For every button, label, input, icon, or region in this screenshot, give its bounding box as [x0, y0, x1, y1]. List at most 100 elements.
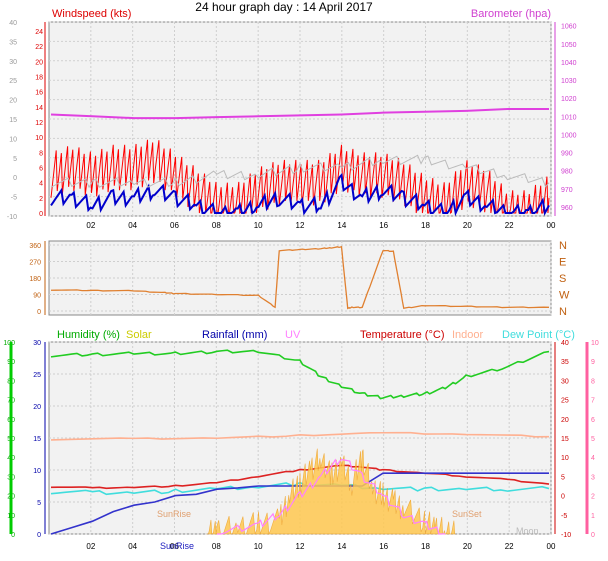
- compass-label: S: [559, 273, 566, 285]
- temp-hum-panel: 0204060810121416182022000102030405060708…: [3, 329, 599, 551]
- uv-tick-label: 9: [591, 359, 595, 366]
- uv-tick-label: 6: [591, 417, 595, 424]
- sunrise-axis-label: SunRise: [160, 541, 194, 551]
- uv-tick-label: 10: [591, 340, 599, 347]
- series-uv: [217, 458, 446, 535]
- y-tick-label-a: -10: [7, 214, 17, 221]
- y2-tick-label: 1060: [561, 24, 577, 31]
- y2-tick-label: 1020: [561, 96, 577, 103]
- y-tick-label-a: 30: [9, 59, 17, 66]
- x-tick-label: 16: [379, 542, 388, 551]
- y-tick-label-b: 24: [35, 29, 43, 36]
- y-tick-label-b: 18: [35, 75, 43, 82]
- x-tick-label: 06: [170, 542, 179, 551]
- y-tick-label-a: -5: [11, 195, 17, 202]
- temp-tick-label: 10: [561, 455, 569, 462]
- temp-tick-label: -5: [561, 513, 567, 520]
- x-tick-label: 12: [296, 221, 305, 230]
- x-tick-label: 14: [337, 221, 346, 230]
- series-humidity: [50, 349, 550, 400]
- temp-tick-label: 20: [561, 417, 569, 424]
- uv-tick-label: 2: [591, 494, 595, 501]
- moon-label: Moon: [516, 526, 539, 536]
- uv-tick-label: 3: [591, 474, 595, 481]
- page-title: 24 hour graph day : 14 April 2017: [195, 0, 373, 14]
- y2-tick-label: 1030: [561, 78, 577, 85]
- x-tick-label: 04: [128, 542, 137, 551]
- x-tick-label: 14: [337, 542, 346, 551]
- x-tick-label: 12: [296, 542, 305, 551]
- sunset-label: SunSet: [452, 509, 482, 519]
- legend-label: Rainfall (mm): [202, 329, 267, 341]
- compass-label: E: [559, 257, 566, 269]
- x-tick-label: 18: [421, 221, 430, 230]
- rain-tick-label: 30: [33, 340, 41, 347]
- y2-tick-label: 1050: [561, 42, 577, 49]
- x-tick-label: 18: [421, 542, 430, 551]
- x-tick-label: 08: [212, 221, 221, 230]
- right-axis-title: Barometer (hpa): [471, 8, 551, 20]
- y-tick-label-b: 12: [35, 120, 43, 127]
- wind-baro-panel: 02 04 06 08 10 12 14 16 18 20 22 00-10-505101520253…: [7, 8, 577, 230]
- y-tick-label-a: 35: [9, 39, 17, 46]
- compass-label: W: [559, 290, 570, 302]
- temp-tick-label: -10: [561, 532, 571, 539]
- x-tick-label: 10: [254, 542, 263, 551]
- y-tick-label-a: 5: [13, 156, 17, 163]
- x-tick-label: 02: [86, 221, 95, 230]
- y-tick-label-a: 40: [9, 20, 17, 27]
- x-tick-label: 22: [505, 221, 514, 230]
- y-tick-label: 180: [29, 276, 41, 283]
- rain-tick-label: 20: [33, 404, 41, 411]
- legend-label: Solar: [126, 329, 152, 341]
- uv-tick-label: 7: [591, 398, 595, 405]
- rain-tick-label: 0: [37, 532, 41, 539]
- x-tick-label: 10: [254, 221, 263, 230]
- humidity-tick-label: 0: [11, 532, 15, 539]
- rain-tick-label: 10: [33, 468, 41, 475]
- temp-tick-label: 25: [561, 398, 569, 405]
- series-gust: [50, 139, 550, 214]
- x-tick-label: 16: [379, 221, 388, 230]
- uv-tick-label: 1: [591, 513, 595, 520]
- temp-tick-label: 5: [561, 474, 565, 481]
- x-tick-label: 22: [505, 542, 514, 551]
- y-tick-label-b: 22: [35, 44, 43, 51]
- x-tick-label: 00: [547, 542, 556, 551]
- left-axis-title: Windspeed (kts): [52, 8, 131, 20]
- temp-tick-label: 30: [561, 378, 569, 385]
- y-tick-label-b: 6: [39, 166, 43, 173]
- legend-label: Humidity (%): [57, 329, 120, 341]
- y2-tick-label: 1010: [561, 114, 577, 121]
- x-tick-label: 00: [547, 221, 556, 230]
- series-wind-grey: [50, 154, 550, 189]
- y-tick-label-b: 14: [35, 105, 43, 112]
- y2-tick-label: 960: [561, 205, 573, 212]
- legend-label: UV: [285, 329, 301, 341]
- series-barometer: [50, 108, 549, 120]
- series-average: [50, 172, 550, 217]
- x-tick-label: 20: [463, 542, 472, 551]
- x-tick-label: 02: [86, 542, 95, 551]
- uv-tick-label: 8: [591, 378, 595, 385]
- compass-label: N: [559, 240, 567, 252]
- y-tick-label-b: 10: [35, 135, 43, 142]
- y-tick-label-b: 16: [35, 90, 43, 97]
- uv-tick-label: 5: [591, 436, 595, 443]
- direction-panel: 0 N 90 E 180 S 270 W 360 N: [29, 240, 570, 318]
- y-tick-label: 360: [29, 243, 41, 250]
- y-tick-label-b: 2: [39, 196, 43, 203]
- y2-tick-label: 990: [561, 151, 573, 158]
- y-tick-label-a: 25: [9, 78, 17, 85]
- rain-tick-label: 25: [33, 372, 41, 379]
- x-tick-label: 06: [170, 221, 179, 230]
- y-tick-label-b: 0: [39, 211, 43, 218]
- temp-tick-label: 35: [561, 359, 569, 366]
- temp-tick-label: 0: [561, 494, 565, 501]
- uv-tick-label: 0: [591, 532, 595, 539]
- legend-label: Indoor: [452, 329, 484, 341]
- y2-tick-label: 1000: [561, 132, 577, 139]
- rain-tick-label: 15: [33, 436, 41, 443]
